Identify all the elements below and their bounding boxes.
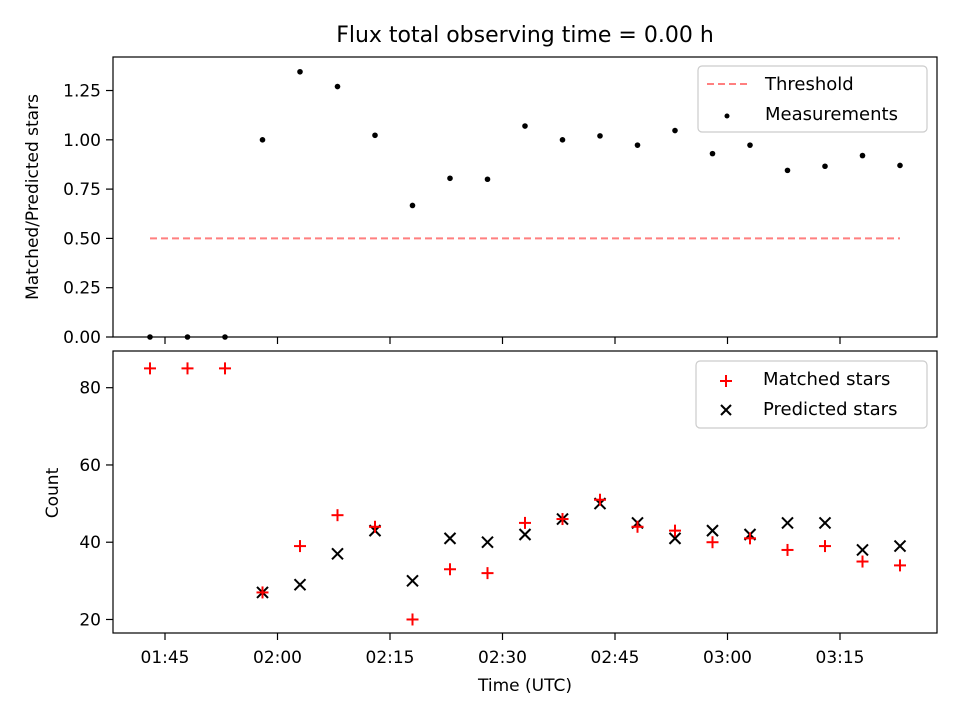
y-tick-label: 0.00 — [63, 328, 101, 348]
matched-point — [331, 509, 344, 522]
measurement-point — [334, 83, 341, 90]
y-ticks-ratio: 0.00 0.25 0.50 0.75 1.00 1.25 — [63, 82, 113, 348]
x-ticks-ratio — [164, 337, 841, 344]
x-tick-label: 02:00 — [253, 648, 302, 668]
matched-point — [369, 520, 381, 533]
legend-threshold-label: Threshold — [764, 74, 854, 95]
x-tick-label: 02:45 — [591, 648, 640, 668]
measurement-point — [859, 152, 866, 159]
y-tick-label: 0.75 — [63, 180, 101, 200]
predicted-point — [293, 578, 307, 591]
matched-point — [444, 563, 456, 576]
matched-point — [819, 540, 831, 553]
legend-matched-label: Matched stars — [763, 369, 890, 390]
legend-box — [695, 360, 928, 429]
legend-predicted-swatch — [720, 404, 732, 416]
y-axis-label-count: Count — [43, 467, 63, 518]
x-tick-label: 02:30 — [478, 648, 527, 668]
x-tick-label: 03:15 — [816, 648, 865, 668]
x-tick-label: 03:00 — [703, 648, 752, 668]
predicted-point — [893, 539, 907, 553]
predicted-point — [481, 536, 494, 549]
matched-point — [894, 559, 906, 572]
measurement-point — [447, 175, 453, 182]
measurement-point — [897, 162, 903, 169]
count-marks — [144, 362, 907, 626]
matched-point — [744, 532, 756, 545]
matched-point — [181, 362, 194, 375]
measurement-point — [484, 176, 491, 183]
predicted-point — [518, 528, 532, 541]
x-axis-label: Time (UTC) — [477, 676, 572, 696]
x-tick-label: 02:15 — [366, 648, 415, 668]
predicted-point — [443, 532, 457, 545]
matched-point — [706, 536, 719, 549]
measurement-point — [747, 142, 753, 148]
y-tick-label: 0.50 — [63, 229, 101, 249]
legend-measurements-label: Measurements — [765, 104, 898, 125]
legend-box — [697, 65, 928, 133]
matched-point — [406, 613, 419, 626]
legend-predicted-label: Predicted stars — [763, 399, 897, 420]
matched-point — [631, 520, 644, 533]
measurement-point — [522, 123, 528, 129]
y-tick-label: 1.00 — [63, 131, 101, 151]
predicted-point — [706, 524, 719, 537]
measurement-point — [672, 127, 678, 134]
y-tick-label: 80 — [79, 379, 101, 399]
matched-point — [144, 362, 156, 375]
count-panel: Count Time (UTC) 20 40 60 80 01:45 02:00 02:1… — [43, 350, 938, 696]
matched-point — [669, 524, 681, 537]
measurement-point — [709, 150, 716, 157]
x-ticks-count: 01:45 02:00 02:15 02:30 02:45 03:00 03:15 — [141, 633, 865, 668]
predicted-point — [331, 547, 344, 561]
plot-frame-count — [112, 350, 938, 634]
matched-point — [519, 516, 531, 529]
measurement-point — [597, 133, 603, 139]
plot-frame-ratio — [112, 56, 938, 338]
y-tick-label: 20 — [79, 610, 101, 630]
legend-matched-swatch — [720, 375, 732, 387]
y-tick-label: 0.25 — [63, 279, 101, 299]
ratio-panel: Flux total observing time = 0.00 h Match… — [23, 23, 938, 348]
predicted-point — [818, 516, 832, 530]
legend-measurements-swatch — [724, 113, 730, 119]
measurement-point — [372, 132, 378, 139]
chart-title: Flux total observing time = 0.00 h — [336, 23, 714, 48]
matched-point — [294, 540, 306, 553]
measurement-point — [259, 137, 266, 143]
measurement-point — [297, 68, 303, 75]
measurement-point — [409, 202, 416, 209]
y-tick-label: 1.25 — [63, 82, 101, 102]
predicted-point — [856, 543, 869, 557]
x-tick-label: 01:45 — [141, 648, 190, 668]
matched-point — [594, 493, 606, 506]
legend-count: Matched stars Predicted stars — [695, 360, 928, 429]
predicted-point — [406, 574, 419, 588]
matched-point — [556, 513, 569, 526]
legend-ratio: Threshold Measurements — [697, 65, 928, 133]
measurement-point — [822, 163, 828, 170]
y-ticks-count: 20 40 60 80 — [79, 379, 113, 630]
measurement-point — [784, 167, 791, 174]
measurement-point — [559, 137, 566, 143]
measurement-point — [634, 142, 641, 148]
predicted-point — [781, 516, 794, 530]
matched-point — [856, 555, 869, 568]
matched-point — [481, 567, 494, 580]
y-tick-label: 40 — [79, 533, 101, 553]
y-axis-label-ratio: Matched/Predicted stars — [23, 94, 43, 300]
y-tick-label: 60 — [79, 456, 101, 476]
matched-point — [256, 586, 269, 599]
predicted-point — [668, 532, 682, 545]
matched-point — [219, 362, 231, 375]
matched-point — [781, 543, 794, 556]
